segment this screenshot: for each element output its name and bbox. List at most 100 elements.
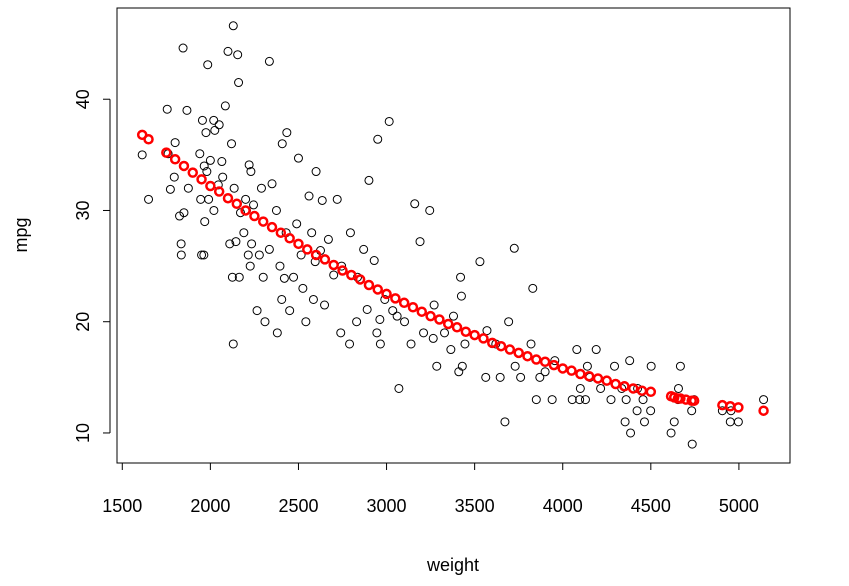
data-point bbox=[372, 328, 382, 338]
data-point bbox=[231, 237, 241, 247]
data-point bbox=[369, 256, 379, 266]
data-point bbox=[289, 272, 299, 282]
fitted-point bbox=[575, 368, 586, 380]
data-point bbox=[285, 306, 295, 316]
data-point bbox=[252, 306, 262, 316]
data-point bbox=[234, 78, 244, 88]
data-point bbox=[406, 339, 416, 349]
data-point bbox=[380, 294, 390, 304]
data-point bbox=[457, 361, 467, 371]
data-point bbox=[526, 339, 536, 349]
data-point bbox=[510, 361, 520, 371]
fitted-point bbox=[275, 227, 287, 238]
data-point bbox=[345, 228, 355, 238]
data-point bbox=[205, 155, 215, 165]
data-point bbox=[162, 104, 172, 114]
data-point bbox=[218, 172, 228, 182]
data-point bbox=[429, 300, 439, 310]
data-point bbox=[279, 273, 289, 283]
fitted-point bbox=[610, 378, 621, 390]
y-tick-label: 20 bbox=[73, 312, 93, 332]
data-point bbox=[178, 43, 188, 53]
data-point bbox=[456, 272, 466, 282]
data-point bbox=[531, 395, 541, 405]
data-point bbox=[425, 205, 435, 215]
fitted-point bbox=[346, 269, 357, 281]
data-point bbox=[282, 128, 292, 138]
data-point bbox=[669, 417, 679, 427]
data-point bbox=[419, 328, 429, 338]
data-point bbox=[247, 239, 257, 249]
data-point bbox=[199, 161, 209, 171]
data-point bbox=[239, 228, 249, 238]
data-point bbox=[639, 417, 649, 427]
fitted-point bbox=[337, 265, 348, 276]
data-point bbox=[509, 243, 519, 253]
data-point bbox=[475, 257, 485, 267]
fitted-point bbox=[222, 192, 234, 204]
data-point bbox=[596, 383, 606, 393]
data-point bbox=[336, 328, 346, 338]
fitted-point bbox=[733, 402, 744, 413]
fitted-point bbox=[372, 284, 383, 295]
data-point bbox=[375, 339, 385, 349]
fitted-point bbox=[257, 216, 269, 227]
fitted-point bbox=[434, 314, 445, 325]
data-point bbox=[362, 304, 372, 314]
data-point bbox=[725, 417, 735, 427]
data-point bbox=[359, 244, 369, 254]
data-point bbox=[375, 314, 385, 324]
data-point bbox=[308, 294, 318, 304]
fitted-point bbox=[416, 306, 428, 317]
fitted-point bbox=[205, 180, 216, 192]
data-point bbox=[582, 361, 592, 371]
fitted-point bbox=[293, 238, 304, 250]
fitted-point bbox=[566, 365, 577, 376]
data-point bbox=[323, 234, 333, 244]
data-point bbox=[673, 383, 683, 393]
data-point bbox=[277, 139, 287, 149]
fitted-point bbox=[310, 249, 322, 261]
data-point bbox=[272, 328, 282, 338]
data-point bbox=[481, 372, 491, 382]
data-point bbox=[446, 345, 456, 355]
data-point bbox=[394, 383, 404, 393]
fitted-point bbox=[442, 318, 454, 330]
data-point bbox=[246, 167, 256, 177]
fitted-point bbox=[619, 380, 630, 392]
fitted-point bbox=[583, 370, 595, 382]
data-point bbox=[229, 183, 239, 193]
data-point bbox=[632, 406, 642, 416]
data-point bbox=[293, 153, 303, 163]
data-point bbox=[210, 125, 220, 135]
data-point bbox=[228, 21, 238, 31]
fitted-point bbox=[627, 383, 639, 394]
fitted-point bbox=[725, 401, 736, 412]
data-point bbox=[575, 395, 585, 405]
fitted-point bbox=[636, 385, 648, 396]
data-point bbox=[317, 195, 327, 205]
data-point bbox=[610, 361, 620, 371]
data-point bbox=[209, 205, 219, 215]
data-point bbox=[197, 115, 207, 125]
data-point bbox=[307, 228, 317, 238]
data-point bbox=[179, 208, 189, 218]
data-point bbox=[388, 306, 398, 316]
fitted-point bbox=[688, 395, 700, 406]
data-point bbox=[199, 250, 209, 260]
data-point bbox=[236, 208, 246, 218]
data-point bbox=[243, 250, 253, 260]
x-tick-label: 4500 bbox=[631, 496, 671, 516]
data-point bbox=[373, 134, 383, 144]
data-point bbox=[275, 261, 285, 271]
data-point bbox=[575, 383, 585, 393]
data-point bbox=[460, 339, 470, 349]
data-point bbox=[606, 395, 616, 405]
data-point bbox=[345, 339, 355, 349]
data-point bbox=[646, 406, 656, 416]
data-point bbox=[227, 272, 237, 282]
fitted-point bbox=[319, 254, 331, 265]
x-tick-label: 1500 bbox=[102, 496, 142, 516]
data-point bbox=[267, 179, 277, 189]
